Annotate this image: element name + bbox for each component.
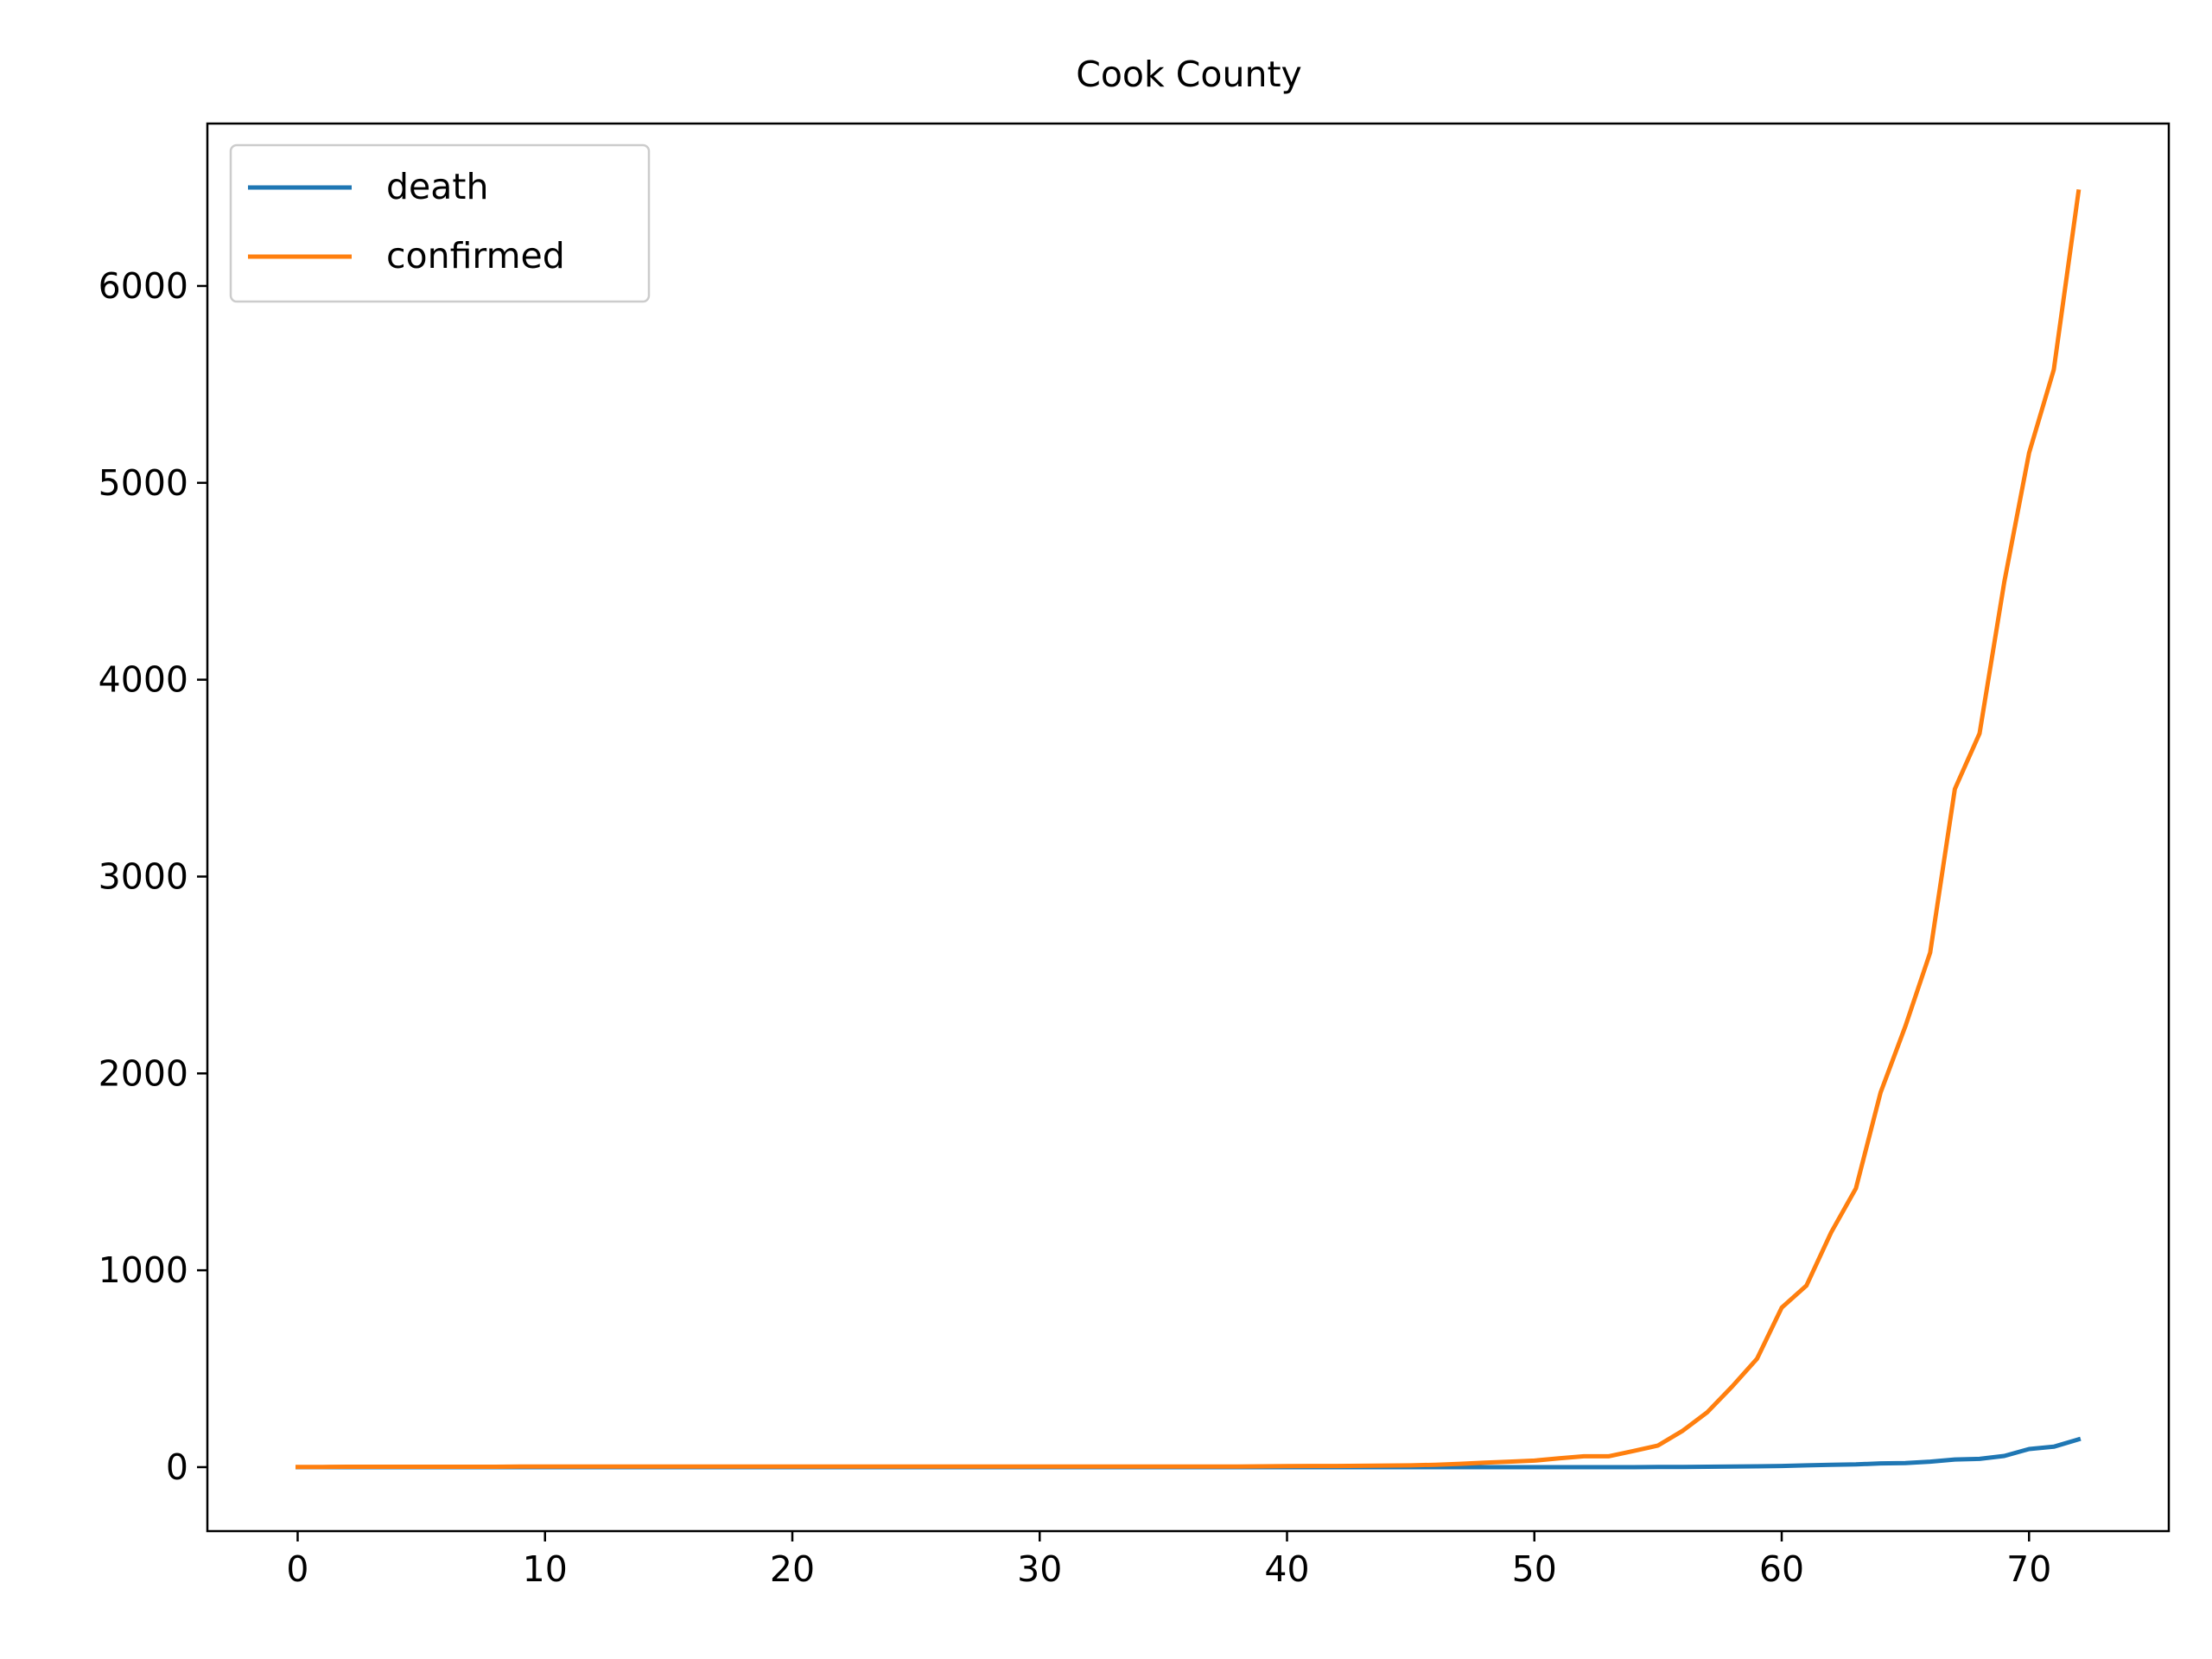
x-tick-label: 60 (1759, 1548, 1804, 1590)
x-tick-label: 10 (523, 1548, 568, 1590)
x-tick-label: 30 (1017, 1548, 1062, 1590)
x-tick-label: 40 (1264, 1548, 1309, 1590)
legend-box (229, 143, 651, 303)
legend: death confirmed (229, 143, 651, 303)
x-tick-label: 0 (286, 1548, 308, 1590)
x-tick-label: 20 (770, 1548, 815, 1590)
chart-title: Cook County (1076, 54, 1302, 95)
y-tick-label: 6000 (99, 265, 188, 307)
x-tick-label: 50 (1512, 1548, 1557, 1590)
series-layer (296, 188, 2082, 1470)
y-tick-label: 1000 (99, 1249, 188, 1291)
y-tick-label: 5000 (99, 462, 188, 504)
legend-label-confirmed: confirmed (386, 235, 565, 276)
x-axis: 0 10 20 30 40 50 60 70 (286, 1531, 2051, 1590)
legend-label-death: death (386, 166, 488, 207)
y-tick-label: 0 (166, 1446, 188, 1488)
series-line-confirmed (296, 188, 2082, 1470)
y-tick-label: 4000 (99, 659, 188, 701)
y-tick-label: 3000 (99, 855, 188, 897)
x-tick-label: 70 (2006, 1548, 2051, 1590)
plot-area-frame (206, 122, 2171, 1533)
y-tick-label: 2000 (99, 1052, 188, 1094)
y-axis: 0 1000 2000 3000 4000 5000 6000 (99, 265, 207, 1488)
